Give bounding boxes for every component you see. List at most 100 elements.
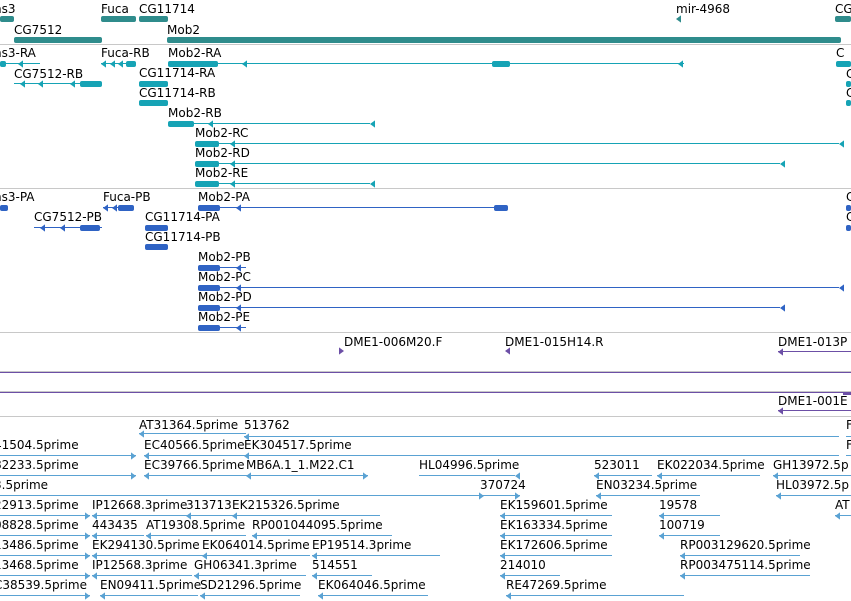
feature-sd21296-5prime-45[interactable]: SD21296.5prime	[200, 578, 301, 600]
feature-mob2-pc-7[interactable]: Mob2-PC	[198, 270, 844, 292]
feature-mob2-rc-7[interactable]: Mob2-RC	[195, 126, 844, 148]
feature-cg7512-pb-3[interactable]: CG7512-PB	[34, 210, 102, 232]
feature-c38539-5prime-43[interactable]: C38539.5prime	[0, 578, 90, 600]
feature-ec39766-5prime-8[interactable]: EC39766.5prime	[144, 458, 246, 480]
feature-ns3-0[interactable]: ns3	[0, 2, 16, 22]
feature-514551-40[interactable]: 514551	[312, 558, 372, 580]
exon-block	[198, 205, 220, 211]
feature-ek304517-5prime-5[interactable]: EK304517.5prime	[244, 438, 839, 460]
feature-rp001044095-5prime-28[interactable]: RP001044095.5prime	[252, 518, 392, 540]
feature-mob2-6[interactable]: Mob2	[167, 23, 841, 43]
feature-ep19514-3prime-34[interactable]: EP19514.3prime	[312, 538, 440, 560]
feature-313713-20[interactable]: 313713	[186, 498, 234, 520]
feature-c-10[interactable]: C	[846, 190, 851, 211]
feature-19578-23[interactable]: 19578	[659, 498, 720, 520]
feature-fuca-rb-1[interactable]: Fuca-RB	[101, 46, 150, 68]
feature-ip12668-3prime-19[interactable]: IP12668.3prime	[92, 498, 188, 520]
feature-370724-15[interactable]: 370724	[480, 478, 526, 500]
feature-c-11[interactable]: C	[846, 67, 851, 87]
feature-rp003129620-5prime-36[interactable]: RP003129620.5prime	[680, 538, 811, 560]
feature-mob2-pa-2[interactable]: Mob2-PA	[198, 190, 508, 212]
feature-ek064014-5prime-33[interactable]: EK064014.5prime	[202, 538, 310, 560]
feature-mob2-pe-9[interactable]: Mob2-PE	[198, 310, 250, 332]
feature-08828-5prime-25[interactable]: 08828.5prime	[0, 518, 90, 540]
feature-label: RE47269.5prime	[506, 578, 607, 592]
feature-label: DME1-015H14.R	[505, 335, 604, 349]
feature-f-2[interactable]: F	[846, 418, 851, 437]
feature-ek294130-5prime-32[interactable]: EK294130.5prime	[92, 538, 204, 560]
feature-en03234-5prime-16[interactable]: EN03234.5prime	[596, 478, 700, 500]
feature-22913-5prime-18[interactable]: 22913.5prime	[0, 498, 90, 520]
feature-dme1-001e-3[interactable]: DME1-001E	[778, 394, 851, 415]
feature-13486-5prime-31[interactable]: 13486.5prime	[0, 538, 90, 560]
feature-cg7512-5[interactable]: CG7512	[14, 23, 102, 43]
feature-fuca-1[interactable]: Fuca	[101, 2, 136, 22]
feature-mb6a-1-1-m22-c1-9[interactable]: MB6A.1_1.M22.C1	[246, 458, 368, 480]
feature-dme1-006m20-f-0[interactable]: DME1-006M20.F	[339, 335, 442, 355]
strand-arrow	[680, 552, 685, 560]
strand-arrow	[835, 512, 840, 520]
feature-3-5prime-14[interactable]: 3.5prime	[0, 478, 484, 500]
exon-block	[145, 244, 168, 250]
feature-ek172606-5prime-35[interactable]: EK172606.5prime	[500, 538, 612, 560]
feature-cg11714-2[interactable]: CG11714	[139, 2, 195, 22]
feature-mir-4968-3[interactable]: mir-4968	[676, 2, 730, 23]
feature-gh13972-5p-13[interactable]: GH13972.5p	[773, 458, 851, 480]
feature-41504-5prime-3[interactable]: 41504.5prime	[0, 438, 136, 460]
feature-re47269-5prime-47[interactable]: RE47269.5prime	[506, 578, 684, 600]
feature-mob2-re-9[interactable]: Mob2-RE	[195, 166, 375, 188]
feature-c-10[interactable]: C	[836, 46, 851, 67]
feature-cg-4[interactable]: CG	[835, 2, 851, 22]
feature-214010-41[interactable]: 214010	[500, 558, 560, 580]
feature-100719-30[interactable]: 100719	[659, 518, 720, 540]
feature-ek215326-5prime-21[interactable]: EK215326.5prime	[232, 498, 380, 520]
feature-cg11714-pb-5[interactable]: CG11714-PB	[145, 230, 221, 250]
feature-ec40566-5prime-4[interactable]: EC40566.5prime	[144, 438, 246, 460]
strand-arrow	[506, 592, 511, 600]
feature-cg11714-rb-5[interactable]: CG11714-RB	[139, 86, 216, 106]
feature-cg11714-ra-4[interactable]: CG11714-RA	[139, 66, 216, 87]
feature-ip12568-3prime-38[interactable]: IP12568.3prime	[92, 558, 192, 580]
feature-mob2-rb-6[interactable]: Mob2-RB	[168, 106, 375, 128]
feature-mob2-rd-8[interactable]: Mob2-RD	[195, 146, 785, 168]
feature-mob2-ra-2[interactable]: Mob2-RA	[168, 46, 684, 68]
feature-ek022034-5prime-12[interactable]: EK022034.5prime	[657, 458, 765, 480]
feature-13468-5prime-37[interactable]: 13468.5prime	[0, 558, 90, 580]
feature-label: RP001044095.5prime	[252, 518, 383, 532]
feature-dme1-013p-2[interactable]: DME1-013P	[778, 335, 851, 356]
feature-fuca-pb-1[interactable]: Fuca-PB	[103, 190, 151, 212]
feature-mob2-pd-8[interactable]: Mob2-PD	[198, 290, 785, 312]
feature-523011-11[interactable]: 523011	[594, 458, 652, 480]
feature-at19308-5prime-27[interactable]: AT19308.5prime	[146, 518, 246, 540]
feature-ns3-ra-0[interactable]: ns3-RA	[0, 46, 40, 68]
strand-arrow	[92, 532, 97, 540]
feature-at-24[interactable]: AT	[835, 498, 851, 520]
feature-f-6[interactable]: F	[846, 438, 851, 456]
feature-label: EK304517.5prime	[244, 438, 352, 452]
feature-label: Mob2-PB	[198, 250, 251, 264]
feature-513762-1[interactable]: 513762	[244, 418, 839, 441]
feature-hl03972-5p-17[interactable]: HL03972.5p	[776, 478, 851, 500]
feature-82233-5prime-7[interactable]: 82233.5prime	[0, 458, 136, 480]
feature-cg11714-pa-4[interactable]: CG11714-PA	[145, 210, 221, 231]
feature-mob2-pb-6[interactable]: Mob2-PB	[198, 250, 251, 272]
feature-c-12[interactable]: C	[846, 86, 851, 106]
feature-en09411-5prime-44[interactable]: EN09411.5prime	[100, 578, 201, 600]
strand-arrow	[236, 304, 241, 312]
feature-cg7512-rb-3[interactable]: CG7512-RB	[14, 67, 102, 88]
feature-ek159601-5prime-22[interactable]: EK159601.5prime	[500, 498, 612, 520]
feature-label: HL03972.5p	[776, 478, 849, 492]
feature-dme1-015h14-r-1[interactable]: DME1-015H14.R	[505, 335, 604, 355]
exon-block	[835, 16, 851, 22]
feature-gh06341-3prime-39[interactable]: GH06341.3prime	[194, 558, 306, 580]
feature-ek163334-5prime-29[interactable]: EK163334.5prime	[500, 518, 612, 540]
feature-hl04996-5prime-10[interactable]: HL04996.5prime	[419, 458, 520, 480]
strand-arrow	[839, 284, 844, 292]
feature-ek064046-5prime-46[interactable]: EK064046.5prime	[318, 578, 428, 600]
feature-at31364-5prime-0[interactable]: AT31364.5prime	[139, 418, 246, 438]
strand-arrow	[186, 512, 191, 520]
feature-ns3-pa-0[interactable]: ns3-PA	[0, 190, 35, 211]
feature-rp003475114-5prime-42[interactable]: RP003475114.5prime	[680, 558, 811, 580]
feature-443435-26[interactable]: 443435	[92, 518, 144, 540]
feature-c-11[interactable]: C	[846, 210, 851, 231]
